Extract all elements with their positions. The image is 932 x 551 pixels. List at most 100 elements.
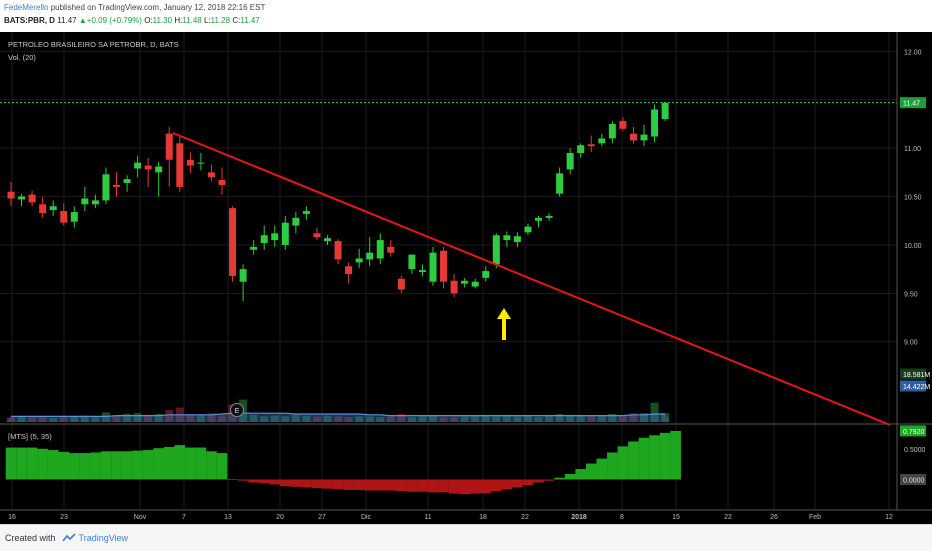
candles: [7, 101, 669, 302]
candle-body: [524, 226, 532, 233]
volume-bar: [334, 416, 343, 422]
low-value: 11.28: [210, 16, 231, 25]
osc-bar: [290, 479, 302, 487]
candle-body: [629, 133, 637, 141]
volume-bar: [471, 415, 480, 422]
descending-trendline: [172, 132, 891, 426]
osc-bar: [26, 447, 38, 480]
osc-bar: [448, 479, 460, 494]
volume-bar: [218, 415, 226, 422]
published-text: published on TradingView.com, January 12…: [50, 3, 266, 12]
x-tick-label: Nov: [134, 514, 147, 521]
candle-body: [7, 191, 15, 199]
osc-bar: [417, 479, 428, 492]
osc-bar: [111, 451, 122, 480]
price-tick-label: 9.00: [904, 340, 918, 347]
volume-bar: [281, 416, 290, 422]
ohlc-line: BATS:PBR, D 11.47 ▲+0.09 (+0.79%) O:11.3…: [4, 16, 260, 25]
earnings-marker-label: E: [235, 408, 240, 415]
volume-ma-badge: 14.422M: [903, 384, 930, 391]
osc-bar: [617, 446, 629, 480]
candle-body: [397, 278, 405, 290]
osc-bar: [185, 447, 196, 480]
x-tick-label: 20: [276, 514, 284, 521]
candle-body: [355, 258, 363, 263]
price-tick-label: 11.00: [904, 146, 921, 153]
volume-bar: [133, 413, 142, 422]
low-label: L:: [203, 16, 211, 25]
candle-body: [471, 281, 479, 287]
volume-bar: [144, 414, 153, 422]
x-tick-label: 15: [672, 514, 680, 521]
candle-body: [165, 133, 173, 160]
volume-bar: [566, 414, 575, 422]
osc-bar: [628, 441, 639, 480]
osc-bar: [480, 479, 492, 494]
x-tick-label: Feb: [809, 514, 821, 521]
tradingview-logo-icon: [61, 533, 76, 542]
grid-lines: [0, 32, 897, 510]
volume-bar: [661, 413, 670, 422]
osc-bar: [37, 448, 48, 480]
x-tick-label: Dic: [361, 514, 372, 521]
osc-bar: [343, 479, 354, 490]
osc-bar: [491, 479, 502, 492]
candlestick-chart[interactable]: E 12.0011.5011.0010.5010.009.509.001623N…: [0, 32, 932, 524]
volume-ma-line: [11, 412, 666, 417]
candle-body: [197, 162, 205, 164]
close-label: C:: [232, 16, 241, 25]
symbol-label: BATS:PBR, D: [4, 16, 55, 25]
candle-body: [144, 165, 152, 170]
candle-body: [334, 241, 342, 260]
x-tick-label: 11: [424, 514, 431, 521]
price-tick-label: 9.50: [904, 291, 918, 298]
candle-body: [123, 179, 131, 183]
x-tick-label: 22: [724, 514, 732, 521]
oscillator-histogram: [5, 431, 681, 495]
candle-body: [640, 134, 648, 141]
osc-zero-badge: 0.0000: [903, 478, 925, 485]
volume-bar: [587, 416, 596, 422]
axes: 12.0011.5011.0010.5010.009.509.001623Nov…: [0, 32, 932, 521]
candle-body: [482, 271, 490, 278]
open-label: O:: [144, 16, 153, 25]
volume-bar: [249, 414, 258, 422]
volume-bar: [17, 416, 26, 422]
osc-zero-badge-bg: [900, 474, 926, 485]
x-tick-label: 26: [770, 514, 778, 521]
volume-bar: [165, 410, 174, 422]
osc-bar: [248, 479, 259, 483]
author-link[interactable]: FedeMerello: [4, 3, 49, 12]
last-price-badge-bg: [900, 97, 926, 109]
osc-bar: [174, 445, 186, 480]
indicator-legend: [MTS] (5, 35): [8, 432, 52, 441]
chart-area[interactable]: E 12.0011.5011.0010.5010.009.509.001623N…: [0, 32, 932, 524]
price-tick-label: 10.00: [904, 243, 922, 250]
candle-body: [102, 174, 110, 201]
candle-body: [271, 233, 279, 241]
volume-bar: [59, 416, 68, 422]
candle-body: [313, 233, 321, 238]
last-price: 11.47: [57, 16, 77, 25]
osc-bar: [280, 479, 291, 487]
volume-bar: [38, 417, 47, 422]
osc-bar: [512, 479, 523, 488]
tradingview-link[interactable]: TradingView: [78, 533, 129, 543]
volume-bar: [629, 413, 638, 422]
osc-bar: [142, 450, 154, 480]
candle-body: [429, 252, 437, 282]
candle-body: [218, 180, 226, 185]
volume-bar: [260, 416, 269, 422]
volume-bar: [640, 413, 648, 422]
candle-body: [376, 240, 384, 259]
osc-bar: [90, 452, 101, 480]
x-tick-label: 7: [182, 514, 186, 521]
osc-bar: [5, 447, 17, 480]
candle-body: [18, 196, 26, 200]
volume-bars: [6, 399, 671, 422]
candle-body: [566, 152, 574, 170]
overlays: E: [0, 102, 897, 426]
osc-bar: [459, 479, 470, 495]
osc-bar: [533, 479, 544, 483]
osc-bar: [132, 450, 143, 480]
